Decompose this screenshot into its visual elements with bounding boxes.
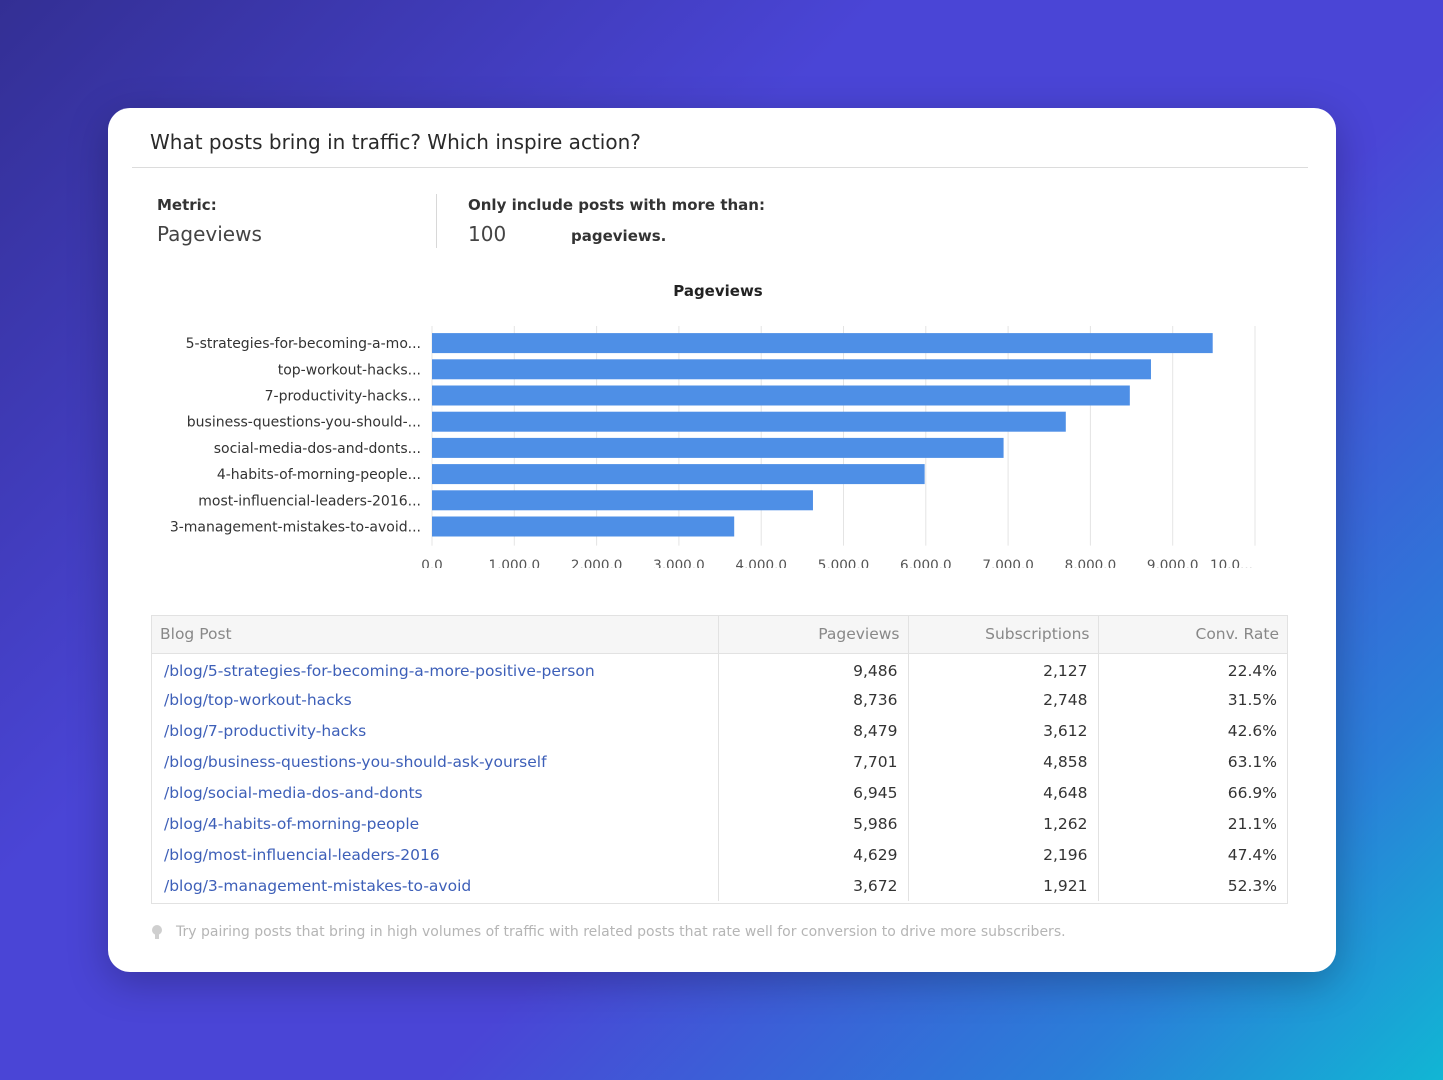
controls-divider [436, 194, 437, 248]
table-row: /blog/most-influencial-leaders-2016 4,62… [152, 839, 1287, 870]
post-link[interactable]: /blog/3-management-mistakes-to-avoid [164, 876, 472, 895]
subscriptions-cell: 2,748 [907, 684, 1098, 715]
conv-rate-cell: 63.1% [1097, 746, 1287, 777]
subscriptions-cell: 1,262 [907, 808, 1098, 839]
subscriptions-cell: 4,648 [907, 777, 1098, 808]
post-link[interactable]: /blog/5-strategies-for-becoming-a-more-p… [164, 661, 595, 680]
pageviews-cell: 4,629 [717, 839, 908, 870]
subscriptions-cell: 3,612 [907, 715, 1098, 746]
y-category-label: 4-habits-of-morning-people... [217, 467, 421, 483]
table-row: /blog/7-productivity-hacks 8,479 3,612 4… [152, 715, 1287, 746]
pageviews-cell: 8,479 [717, 715, 908, 746]
bar [432, 516, 735, 537]
y-category-label: most-influencial-leaders-2016... [198, 493, 421, 509]
table-row: /blog/social-media-dos-and-donts 6,945 4… [152, 777, 1287, 808]
x-tick-label: 1,000.0 [489, 558, 541, 568]
post-link[interactable]: /blog/4-habits-of-morning-people [164, 814, 420, 833]
table-row: /blog/3-management-mistakes-to-avoid 3,6… [152, 870, 1287, 901]
table-row: /blog/business-questions-you-should-ask-… [152, 746, 1287, 777]
table-row: /blog/5-strategies-for-becoming-a-more-p… [152, 653, 1287, 684]
conv-rate-cell: 52.3% [1097, 870, 1287, 901]
x-tick-label: 3,000.0 [653, 558, 705, 568]
x-tick-label: 9,000.0 [1147, 558, 1199, 568]
y-category-label: business-questions-you-should-... [187, 415, 421, 431]
x-tick-label: 2,000.0 [571, 558, 623, 568]
conv-rate-cell: 47.4% [1097, 839, 1287, 870]
post-link[interactable]: /blog/social-media-dos-and-donts [164, 783, 423, 802]
chart-title: Pageviews [673, 282, 763, 300]
post-link[interactable]: /blog/business-questions-you-should-ask-… [164, 752, 547, 771]
x-tick-label: 6,000.0 [900, 558, 952, 568]
bar [432, 437, 1004, 458]
header-pageviews[interactable]: Pageviews [717, 616, 908, 654]
table-row: /blog/top-workout-hacks 8,736 2,748 31.5… [152, 684, 1287, 715]
subscriptions-cell: 2,196 [907, 839, 1098, 870]
bar [432, 333, 1213, 354]
bar [432, 464, 925, 485]
subscriptions-cell: 2,127 [907, 653, 1098, 684]
x-tick-label: 0.0 [421, 558, 442, 568]
pageviews-cell: 9,486 [717, 653, 908, 684]
x-tick-label: 8,000.0 [1065, 558, 1117, 568]
bar [432, 385, 1130, 406]
y-category-label: top-workout-hacks... [278, 362, 421, 378]
pageviews-cell: 8,736 [717, 684, 908, 715]
pageviews-cell: 3,672 [717, 870, 908, 901]
bar [432, 411, 1066, 432]
post-link[interactable]: /blog/7-productivity-hacks [164, 721, 367, 740]
pageviews-cell: 7,701 [717, 746, 908, 777]
metric-label: Metric: [157, 196, 217, 214]
tip-text: Try pairing posts that bring in high vol… [176, 924, 1066, 940]
post-link[interactable]: /blog/top-workout-hacks [164, 690, 352, 709]
y-category-label: 7-productivity-hacks... [265, 389, 421, 405]
tip-footer: Try pairing posts that bring in high vol… [152, 924, 1066, 940]
table-row: /blog/4-habits-of-morning-people 5,986 1… [152, 808, 1287, 839]
x-tick-label: 10,0... [1210, 558, 1253, 568]
bar [432, 490, 813, 511]
pageviews-cell: 5,986 [717, 808, 908, 839]
y-category-label: 5-strategies-for-becoming-a-mo... [186, 336, 421, 352]
y-category-label: social-media-dos-and-donts... [214, 441, 421, 457]
metric-selector[interactable]: Pageviews [157, 222, 262, 246]
x-tick-label: 4,000.0 [735, 558, 787, 568]
x-tick-label: 7,000.0 [982, 558, 1034, 568]
threshold-suffix: pageviews. [571, 227, 667, 245]
post-link[interactable]: /blog/most-influencial-leaders-2016 [164, 845, 440, 864]
pageviews-cell: 6,945 [717, 777, 908, 808]
dashboard-card: What posts bring in traffic? Which inspi… [108, 108, 1336, 972]
conv-rate-cell: 21.1% [1097, 808, 1287, 839]
subscriptions-cell: 1,921 [907, 870, 1098, 901]
subscriptions-cell: 4,858 [907, 746, 1098, 777]
y-category-label: 3-management-mistakes-to-avoid... [170, 520, 421, 536]
header-conv-rate[interactable]: Conv. Rate [1097, 616, 1287, 654]
table-header-row: Blog Post Pageviews Subscriptions Conv. … [152, 616, 1287, 654]
title-divider [132, 167, 1308, 168]
x-tick-label: 5,000.0 [818, 558, 870, 568]
conv-rate-cell: 66.9% [1097, 777, 1287, 808]
lightbulb-icon [152, 924, 162, 940]
conv-rate-cell: 31.5% [1097, 684, 1287, 715]
header-subscriptions[interactable]: Subscriptions [907, 616, 1098, 654]
header-blog-post[interactable]: Blog Post [152, 616, 718, 654]
blog-post-table: Blog Post Pageviews Subscriptions Conv. … [151, 615, 1288, 904]
conv-rate-cell: 42.6% [1097, 715, 1287, 746]
threshold-input[interactable]: 100 [468, 222, 507, 246]
bar [432, 359, 1151, 380]
pageviews-bar-chart: Pageviews 0.0 1,000.0 2,000.0 3,000.0 4,000.0… [170, 282, 1256, 568]
threshold-label: Only include posts with more than: [468, 196, 765, 214]
conv-rate-cell: 22.4% [1097, 653, 1287, 684]
card-title: What posts bring in traffic? Which inspi… [150, 130, 641, 154]
